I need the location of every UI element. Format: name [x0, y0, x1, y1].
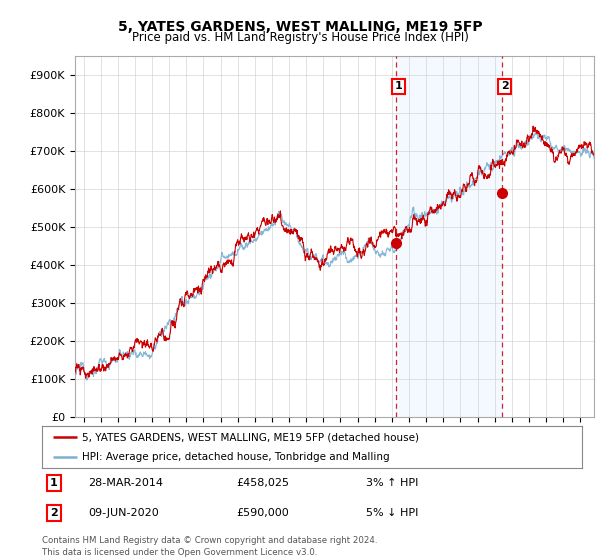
- Text: 3% ↑ HPI: 3% ↑ HPI: [366, 478, 418, 488]
- Text: 1: 1: [395, 81, 402, 91]
- Text: This data is licensed under the Open Government Licence v3.0.: This data is licensed under the Open Gov…: [42, 548, 317, 557]
- Text: Contains HM Land Registry data © Crown copyright and database right 2024.: Contains HM Land Registry data © Crown c…: [42, 536, 377, 545]
- Bar: [396, 56, 502, 417]
- Text: 5, YATES GARDENS, WEST MALLING, ME19 5FP (detached house): 5, YATES GARDENS, WEST MALLING, ME19 5FP…: [83, 432, 419, 442]
- Text: Price paid vs. HM Land Registry's House Price Index (HPI): Price paid vs. HM Land Registry's House …: [131, 31, 469, 44]
- Text: 2: 2: [501, 81, 509, 91]
- Text: 2: 2: [50, 508, 58, 518]
- Text: 5, YATES GARDENS, WEST MALLING, ME19 5FP: 5, YATES GARDENS, WEST MALLING, ME19 5FP: [118, 20, 482, 34]
- Text: £590,000: £590,000: [236, 508, 289, 518]
- Text: 5% ↓ HPI: 5% ↓ HPI: [366, 508, 418, 518]
- Text: £458,025: £458,025: [236, 478, 289, 488]
- Text: 1: 1: [50, 478, 58, 488]
- Text: HPI: Average price, detached house, Tonbridge and Malling: HPI: Average price, detached house, Tonb…: [83, 452, 390, 462]
- Text: 28-MAR-2014: 28-MAR-2014: [88, 478, 163, 488]
- Text: 09-JUN-2020: 09-JUN-2020: [88, 508, 158, 518]
